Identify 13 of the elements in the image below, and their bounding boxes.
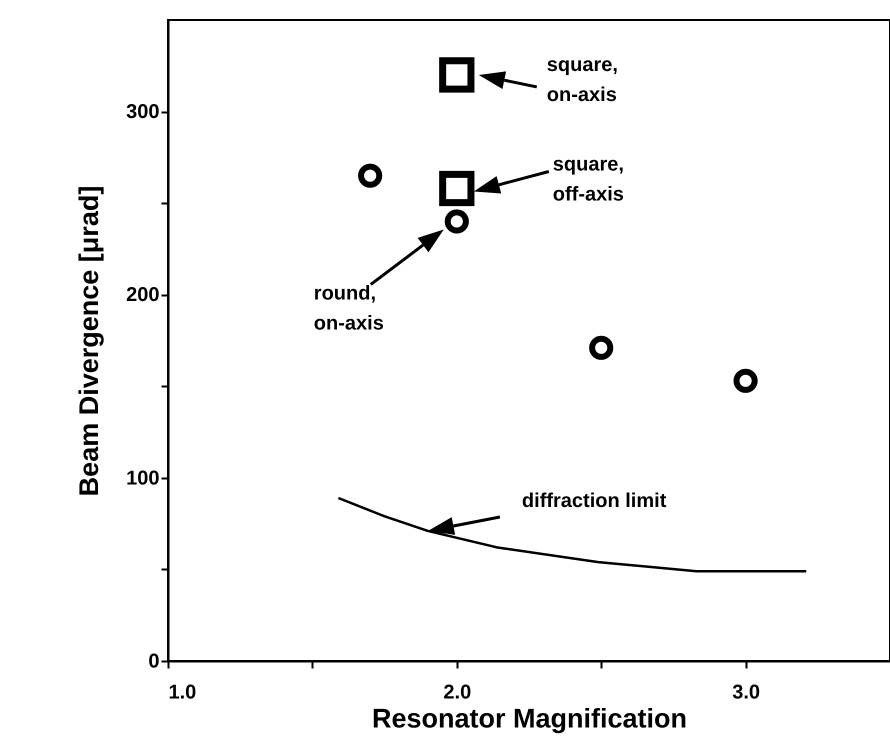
annotation: square, off-axis bbox=[552, 153, 624, 206]
annotation: diffraction limit bbox=[522, 490, 667, 512]
y-tick-label: 0 bbox=[148, 650, 160, 672]
annotation: round, on-axis bbox=[314, 282, 384, 334]
x-tick-label: 2.0 bbox=[443, 682, 472, 704]
y-tick-label: 100 bbox=[126, 467, 160, 490]
y-tick-label: 300 bbox=[126, 101, 160, 124]
x-tick-label: 3.0 bbox=[732, 682, 760, 704]
x-axis-title: Resonator Magnification bbox=[372, 704, 688, 734]
x-tick-label: 1.0 bbox=[168, 682, 196, 704]
annotation: square, on-axis bbox=[546, 54, 618, 106]
y-tick-label: 200 bbox=[126, 284, 160, 306]
y-axis-title: Beam Divergence [μrad] bbox=[74, 186, 104, 496]
